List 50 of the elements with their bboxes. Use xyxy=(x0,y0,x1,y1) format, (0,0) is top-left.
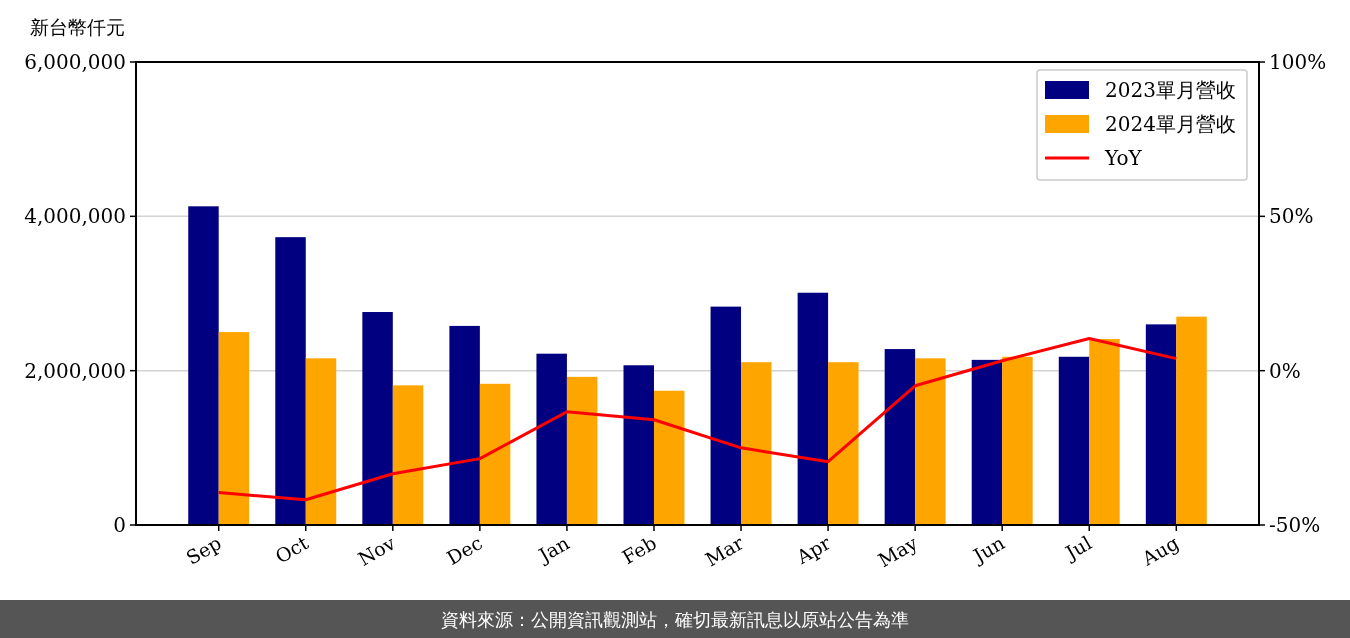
y2-tick-label: -50% xyxy=(1269,513,1321,537)
x-tick-label: Sep xyxy=(182,531,225,569)
bar xyxy=(884,349,916,525)
x-tick-label: Jun xyxy=(967,531,1009,568)
y2-tick-label: 0% xyxy=(1269,358,1301,383)
y-tick-label: 6,000,000 xyxy=(24,50,126,74)
x-tick-label: Dec xyxy=(442,531,486,570)
x-tick-label: Feb xyxy=(618,531,660,569)
bar xyxy=(362,312,393,525)
bar xyxy=(275,237,306,525)
legend-label: 2024單月營收 xyxy=(1105,112,1236,136)
bar xyxy=(1002,356,1033,525)
bar xyxy=(392,385,424,525)
bar xyxy=(1089,339,1120,525)
bar xyxy=(566,376,598,525)
y2-tick-label: 100% xyxy=(1269,50,1327,74)
bar xyxy=(623,365,654,525)
bar xyxy=(188,206,219,525)
legend-label: 2023單月營收 xyxy=(1105,78,1236,102)
bar xyxy=(1145,324,1177,525)
bar xyxy=(710,306,742,525)
bar xyxy=(305,358,337,525)
bar xyxy=(218,332,250,525)
x-tick-label: Mar xyxy=(701,530,748,571)
x-tick-label: Jul xyxy=(1060,531,1096,565)
x-tick-label: Aug xyxy=(1137,531,1183,571)
y-tick-label: 4,000,000 xyxy=(24,204,126,229)
bar xyxy=(449,325,480,525)
x-tick-label: May xyxy=(874,531,922,572)
legend-label: YoY xyxy=(1104,146,1143,170)
x-tick-label: Jan xyxy=(533,531,573,568)
bar xyxy=(741,362,772,525)
x-tick-label: Oct xyxy=(271,531,313,568)
bar xyxy=(797,292,829,525)
y2-tick-label: 50% xyxy=(1269,204,1314,229)
line-series xyxy=(217,337,1178,502)
y-tick-label: 0 xyxy=(113,513,126,537)
bar xyxy=(653,390,685,525)
y-tick-label: 2,000,000 xyxy=(24,358,126,383)
source-note: 資料來源：公開資訊觀測站，確切最新訊息以原站公告為準 xyxy=(441,609,909,630)
x-tick-label: Apr xyxy=(791,530,835,569)
bar xyxy=(536,353,567,525)
bar xyxy=(1176,316,1207,525)
bar xyxy=(1058,356,1090,525)
bar xyxy=(479,383,511,525)
x-tick-label: Nov xyxy=(354,531,400,570)
bar xyxy=(915,358,946,525)
y-axis-title: 新台幣仟元 xyxy=(30,16,125,38)
bar xyxy=(828,362,859,525)
bar xyxy=(971,359,1003,525)
